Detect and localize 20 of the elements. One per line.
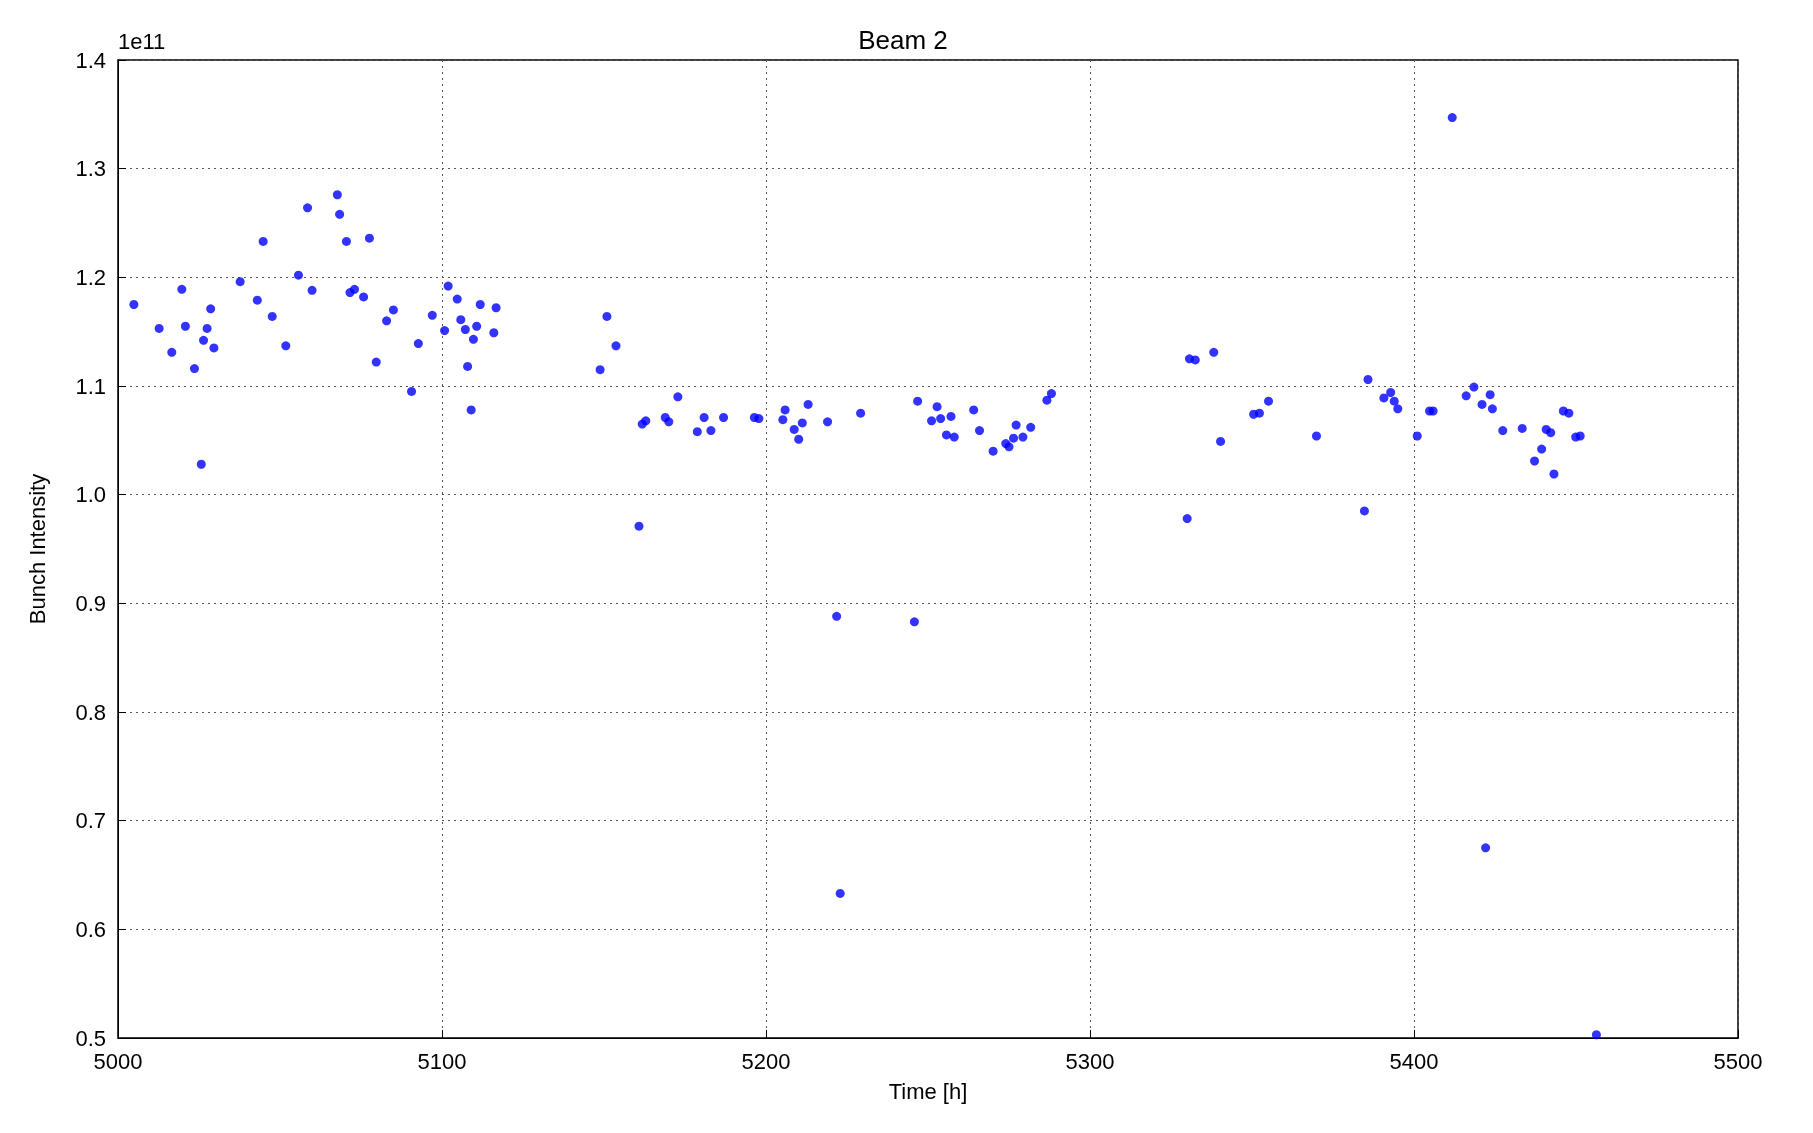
x-tick-label: 5200 (741, 1048, 791, 1074)
y-tick-label: 1.2 (75, 264, 106, 290)
x-tick-label: 5300 (1065, 1048, 1115, 1074)
y-tick-label: 0.7 (75, 808, 106, 834)
y-tick-label: 0.6 (75, 916, 106, 942)
y-tick-label: 1.0 (75, 482, 106, 508)
y-tick-label: 0.5 (75, 1025, 106, 1051)
chart-title: Beam 2 (858, 25, 948, 55)
x-axis-title: Time [h] (888, 1078, 968, 1104)
text: 1e11 (118, 28, 166, 54)
y-tick-label: 0.8 (75, 699, 106, 725)
y-tick-label: 1.3 (75, 156, 106, 182)
x-tick-label: 5100 (417, 1048, 467, 1074)
x-tick-label: 5400 (1389, 1048, 1439, 1074)
x-tick-label: 5000 (93, 1048, 143, 1074)
y-tick-label: 0.9 (75, 590, 106, 616)
y-axis-title: Bunch Intensity (24, 473, 50, 625)
y-tick-label: 1.4 (75, 47, 106, 73)
x-tick-label: 5500 (1713, 1048, 1763, 1074)
y-tick-label: 1.1 (75, 373, 106, 399)
